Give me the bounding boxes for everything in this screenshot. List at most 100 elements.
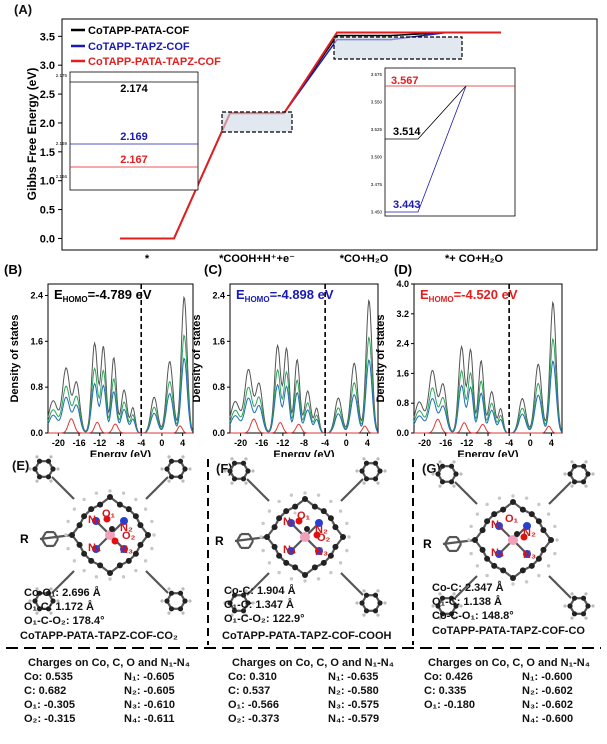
atom — [150, 519, 154, 524]
atom — [363, 476, 370, 482]
atom — [500, 567, 507, 574]
atom — [160, 467, 164, 471]
atom — [121, 491, 126, 495]
geometry-f-line: O₁-C: 1.347 Å — [224, 599, 294, 611]
dos-curve — [229, 336, 378, 434]
inset-right-tick: 3.525 — [371, 127, 383, 132]
atom — [535, 518, 542, 525]
x-state-labels: * *COOH+H⁺+e⁻ *CO+H₂O *+ CO+H₂O — [145, 253, 504, 265]
atom — [591, 604, 595, 608]
atom — [251, 601, 255, 605]
atom — [125, 506, 132, 513]
atom — [28, 599, 32, 603]
atom — [111, 537, 119, 545]
bond — [444, 543, 450, 552]
inset-left-value-pata: 2.174 — [120, 83, 148, 95]
charges-f: Charges on Co, C, O and N₁-N₄ Co: 0.310 N… — [228, 656, 394, 726]
atom — [116, 562, 123, 569]
legend-label-pata: CoTAPP-PATA-COF — [88, 25, 190, 37]
ehomo-label-c: EHOMO=-4.898 eV — [236, 287, 334, 304]
dos-y-tick-label: 0.0 — [30, 428, 43, 438]
divider-horizontal — [6, 647, 601, 649]
atom — [121, 575, 126, 579]
atom — [177, 474, 184, 480]
atom — [448, 479, 455, 485]
legend-label-pata-tapz: CoTAPP-PATA-TAPZ-COF — [88, 56, 221, 68]
bond — [248, 540, 254, 549]
atom — [188, 467, 192, 471]
caption-e: CoTAPP-PATA-TAPZ-COF-CO₂ — [20, 630, 178, 642]
atom — [484, 555, 491, 562]
atom — [271, 524, 278, 531]
dos-y-tick-label: 1.6 — [396, 368, 409, 378]
atom — [591, 472, 595, 476]
inset-left-value-tapz: 2.169 — [120, 131, 148, 143]
geometry-g-line: Co-C-O₁: 148.8° — [432, 610, 514, 622]
bond — [454, 481, 478, 505]
bond — [456, 543, 462, 552]
y-tick-label: 3.0 — [40, 60, 55, 72]
atom — [431, 604, 435, 608]
dos-curve — [47, 357, 193, 434]
charge-cell: N₂: -0.580 — [328, 685, 379, 697]
inset-left-tick: 2.166 — [56, 174, 68, 179]
atom — [160, 599, 164, 603]
atom — [497, 580, 502, 584]
atom — [134, 568, 138, 573]
dos-curve — [413, 360, 562, 434]
atom — [448, 611, 455, 617]
atom — [570, 616, 574, 620]
atom — [240, 476, 247, 482]
atom — [231, 592, 238, 598]
atom — [143, 507, 148, 511]
inset-right-value-tapz: 3.443 — [393, 199, 421, 211]
atom — [230, 613, 234, 617]
atom — [363, 460, 370, 466]
atom — [289, 577, 294, 581]
atom — [76, 522, 83, 529]
atom — [94, 575, 99, 579]
atom-label: N₄ — [88, 542, 101, 554]
inset-right-line-pata — [385, 85, 467, 140]
atom — [32, 466, 38, 472]
dos-y-tick-label: 0.8 — [30, 382, 43, 392]
dos-x-tick-label: 0 — [528, 438, 533, 448]
inset-left-tick: 2.175 — [56, 73, 68, 78]
atom — [345, 548, 349, 553]
highlight-box-co — [333, 36, 463, 60]
charge-cell: Co: 0.310 — [228, 671, 277, 683]
dos-x-tick-label: -16 — [73, 438, 86, 448]
dos-y-tick-label: 0.0 — [212, 428, 225, 438]
atom — [570, 460, 574, 464]
atom — [439, 595, 446, 601]
state-label: *CO+H₂O — [340, 253, 389, 265]
atom-label: N₁ — [88, 514, 101, 526]
atom — [571, 611, 578, 617]
dos-curve — [47, 295, 193, 434]
atom — [376, 457, 380, 461]
geometry-g-line: Co-C: 2.347 Å — [432, 582, 504, 594]
ehomo-label-d: EHOMO=-4.520 eV — [420, 287, 518, 304]
atom — [66, 519, 70, 524]
atom — [188, 599, 192, 603]
highlight-box-cooh — [221, 111, 293, 133]
atom — [372, 476, 379, 482]
atom — [528, 511, 535, 518]
atom — [377, 600, 383, 606]
atom — [585, 471, 591, 477]
atom — [182, 598, 188, 604]
structure-f: R N₁ N₂ N₃ N₄ O₁ O₂ — [215, 457, 387, 617]
atom — [524, 580, 529, 584]
atom — [267, 561, 272, 565]
atom — [56, 467, 60, 471]
dos-x-label: Energy (eV) — [457, 449, 518, 457]
atom — [245, 600, 251, 606]
molecular-structures: R N₁ N₂ N₃ N₄ O₁ O₂ R N₁ N₂ N₃ N₄ O₁ O₂ R N₁ N₂ N₃ N₄ O₁ — [20, 455, 595, 645]
dos-curve — [230, 418, 378, 434]
atom — [45, 590, 52, 596]
atom — [105, 530, 115, 540]
atom — [177, 458, 184, 464]
atom-label: N₂ — [120, 522, 133, 534]
dos-x-label: Energy (eV) — [273, 449, 334, 457]
energy-line-2 — [120, 31, 501, 240]
